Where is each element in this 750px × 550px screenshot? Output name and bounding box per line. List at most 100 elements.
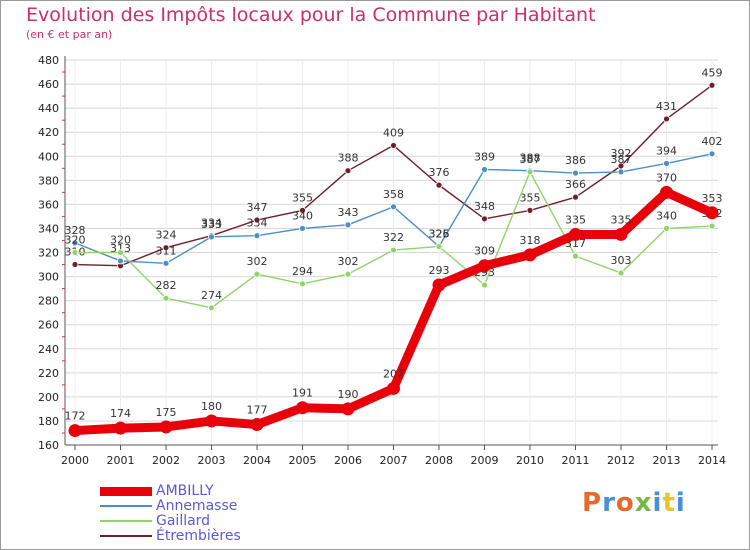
- data-point-gaillard: [663, 225, 670, 232]
- data-label-annemasse: 387: [611, 153, 632, 166]
- data-point-ambilly: [68, 424, 82, 438]
- proxiti-logo: Proxiti: [582, 488, 686, 518]
- data-point-ambilly: [114, 421, 127, 435]
- data-label--trembi-res: 348: [474, 200, 495, 213]
- data-point-gaillard: [344, 270, 352, 278]
- data-point-ambilly: [205, 414, 218, 428]
- data-label-gaillard: 322: [383, 231, 404, 244]
- data-point-annemasse: [481, 166, 488, 173]
- x-tick-label: 2000: [61, 454, 89, 467]
- chart-title: Evolution des Impôts locaux pour la Comm…: [26, 4, 596, 26]
- data-point-annemasse: [299, 225, 306, 232]
- data-label--trembi-res: 388: [338, 152, 359, 165]
- y-tick-label: 400: [38, 150, 59, 163]
- data-point-annemasse: [572, 169, 579, 177]
- y-tick-label: 340: [38, 222, 59, 235]
- x-tick-label: 2012: [607, 454, 635, 467]
- legend-label: Annemasse: [156, 498, 238, 514]
- data-label--trembi-res: 376: [429, 166, 450, 179]
- data-point-gaillard: [708, 222, 716, 230]
- data-label-annemasse: 389: [474, 150, 495, 163]
- x-tick-label: 2008: [425, 454, 453, 467]
- data-point-ambilly: [523, 248, 537, 262]
- y-tick-label: 240: [38, 343, 59, 356]
- x-tick-label: 2006: [334, 454, 362, 467]
- data-point--trembi-res: [435, 181, 443, 189]
- y-tick-label: 300: [38, 271, 59, 284]
- data-point-ambilly: [705, 206, 719, 220]
- y-tick-label: 420: [38, 126, 59, 139]
- data-point-gaillard: [253, 270, 261, 278]
- x-tick-label: 2009: [471, 454, 499, 467]
- data-point--trembi-res: [253, 216, 261, 224]
- data-label-ambilly: 174: [110, 407, 131, 420]
- data-label-ambilly: 175: [156, 406, 177, 419]
- data-label-gaillard: 303: [611, 254, 632, 267]
- data-label-ambilly: 335: [611, 213, 632, 226]
- data-point--trembi-res: [481, 215, 488, 223]
- data-label-annemasse: 340: [292, 209, 313, 222]
- x-tick-label: 2014: [698, 454, 726, 467]
- data-label-ambilly: 180: [201, 400, 222, 413]
- data-label-gaillard: 302: [247, 255, 268, 268]
- data-label-annemasse: 386: [565, 154, 586, 167]
- data-point-annemasse: [390, 203, 397, 211]
- data-point--trembi-res: [708, 81, 716, 89]
- data-point-ambilly: [387, 381, 400, 395]
- data-label-gaillard: 302: [338, 255, 359, 268]
- y-tick-label: 480: [38, 54, 59, 67]
- x-tick-label: 2011: [562, 454, 590, 467]
- data-point-ambilly: [614, 227, 628, 241]
- data-point-gaillard: [208, 304, 215, 312]
- data-label-ambilly: 335: [565, 213, 586, 226]
- data-point-annemasse: [253, 232, 261, 240]
- data-label-ambilly: 190: [338, 388, 359, 401]
- data-point-ambilly: [159, 420, 173, 434]
- data-label--trembi-res: 431: [656, 100, 677, 113]
- data-point--trembi-res: [71, 261, 79, 268]
- data-label-annemasse: 328: [65, 224, 86, 237]
- data-label--trembi-res: 409: [383, 126, 404, 139]
- data-label-ambilly: 318: [520, 234, 541, 247]
- data-point-gaillard: [435, 243, 443, 250]
- data-label-annemasse: 394: [656, 144, 677, 157]
- data-point-annemasse: [208, 233, 215, 241]
- data-label--trembi-res: 334: [201, 217, 222, 230]
- data-label--trembi-res: 355: [292, 191, 313, 204]
- y-tick-label: 440: [38, 102, 59, 115]
- y-tick-label: 380: [38, 174, 59, 187]
- y-tick-label: 220: [38, 367, 59, 380]
- data-point--trembi-res: [663, 115, 670, 123]
- y-tick-label: 280: [38, 295, 59, 308]
- data-label-ambilly: 353: [702, 192, 723, 205]
- chart-subtitle: (en € et par an): [26, 28, 113, 41]
- data-point-gaillard: [390, 246, 397, 254]
- y-tick-label: 260: [38, 319, 59, 332]
- legend-label: Gaillard: [156, 513, 211, 529]
- x-tick-label: 2001: [107, 454, 135, 467]
- y-tick-label: 160: [38, 439, 59, 452]
- data-point--trembi-res: [299, 206, 306, 214]
- data-label-ambilly: 370: [656, 171, 677, 184]
- data-label-gaillard: 320: [65, 234, 86, 247]
- data-label-ambilly: 172: [65, 410, 86, 423]
- x-tick-label: 2002: [152, 454, 180, 467]
- data-label-gaillard: 340: [656, 209, 677, 222]
- data-point-gaillard: [162, 294, 170, 302]
- data-point-ambilly: [296, 401, 309, 415]
- data-point-ambilly: [478, 259, 491, 273]
- logo-letter: i: [652, 488, 663, 518]
- logo-letter: i: [675, 488, 686, 518]
- data-label-gaillard: 294: [292, 265, 313, 278]
- data-label-annemasse: 388: [520, 152, 541, 165]
- legend-swatch: [100, 520, 152, 522]
- legend-swatch: [100, 535, 152, 537]
- data-point-annemasse: [162, 259, 170, 267]
- data-label--trembi-res: 347: [247, 201, 268, 214]
- data-point-ambilly: [341, 402, 355, 416]
- x-tick-label: 2003: [198, 454, 226, 467]
- data-label-annemasse: 334: [247, 217, 268, 230]
- data-label-annemasse: 358: [383, 188, 404, 201]
- data-label--trembi-res: 459: [702, 66, 723, 79]
